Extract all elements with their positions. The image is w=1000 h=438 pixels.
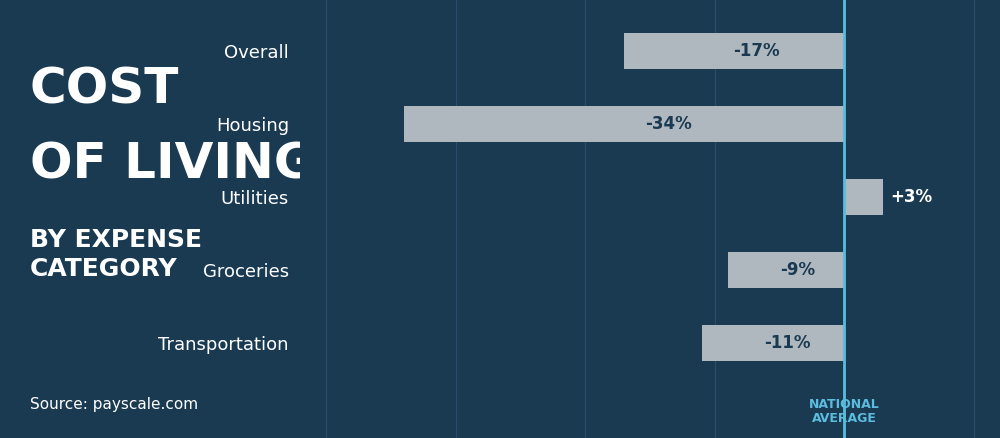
Bar (702, 325, 844, 361)
Text: -9%: -9% (780, 261, 815, 279)
Text: -17%: -17% (733, 42, 780, 60)
Text: +3%: +3% (890, 188, 932, 206)
Text: -11%: -11% (764, 334, 811, 352)
Bar (624, 33, 844, 69)
Text: NATIONAL
AVERAGE: NATIONAL AVERAGE (809, 398, 880, 425)
Text: -34%: -34% (645, 115, 692, 133)
Text: BY EXPENSE
CATEGORY: BY EXPENSE CATEGORY (30, 228, 202, 282)
Text: OF LIVING: OF LIVING (30, 140, 315, 188)
Bar (404, 106, 844, 142)
Bar (728, 252, 844, 288)
Bar (844, 179, 883, 215)
Text: COST: COST (30, 66, 179, 114)
Text: Source: payscale.com: Source: payscale.com (30, 397, 198, 412)
